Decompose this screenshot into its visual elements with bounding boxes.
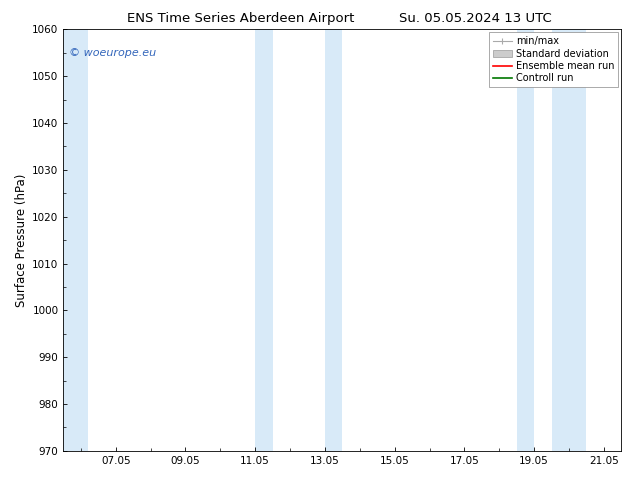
Legend: min/max, Standard deviation, Ensemble mean run, Controll run: min/max, Standard deviation, Ensemble me… xyxy=(489,32,618,87)
Text: ENS Time Series Aberdeen Airport: ENS Time Series Aberdeen Airport xyxy=(127,12,354,25)
Text: © woeurope.eu: © woeurope.eu xyxy=(69,49,156,58)
Bar xyxy=(552,29,586,451)
Bar xyxy=(325,29,342,451)
Bar xyxy=(255,29,273,451)
Text: Su. 05.05.2024 13 UTC: Su. 05.05.2024 13 UTC xyxy=(399,12,552,25)
Bar xyxy=(63,29,87,451)
Y-axis label: Surface Pressure (hPa): Surface Pressure (hPa) xyxy=(15,173,28,307)
Bar xyxy=(517,29,534,451)
